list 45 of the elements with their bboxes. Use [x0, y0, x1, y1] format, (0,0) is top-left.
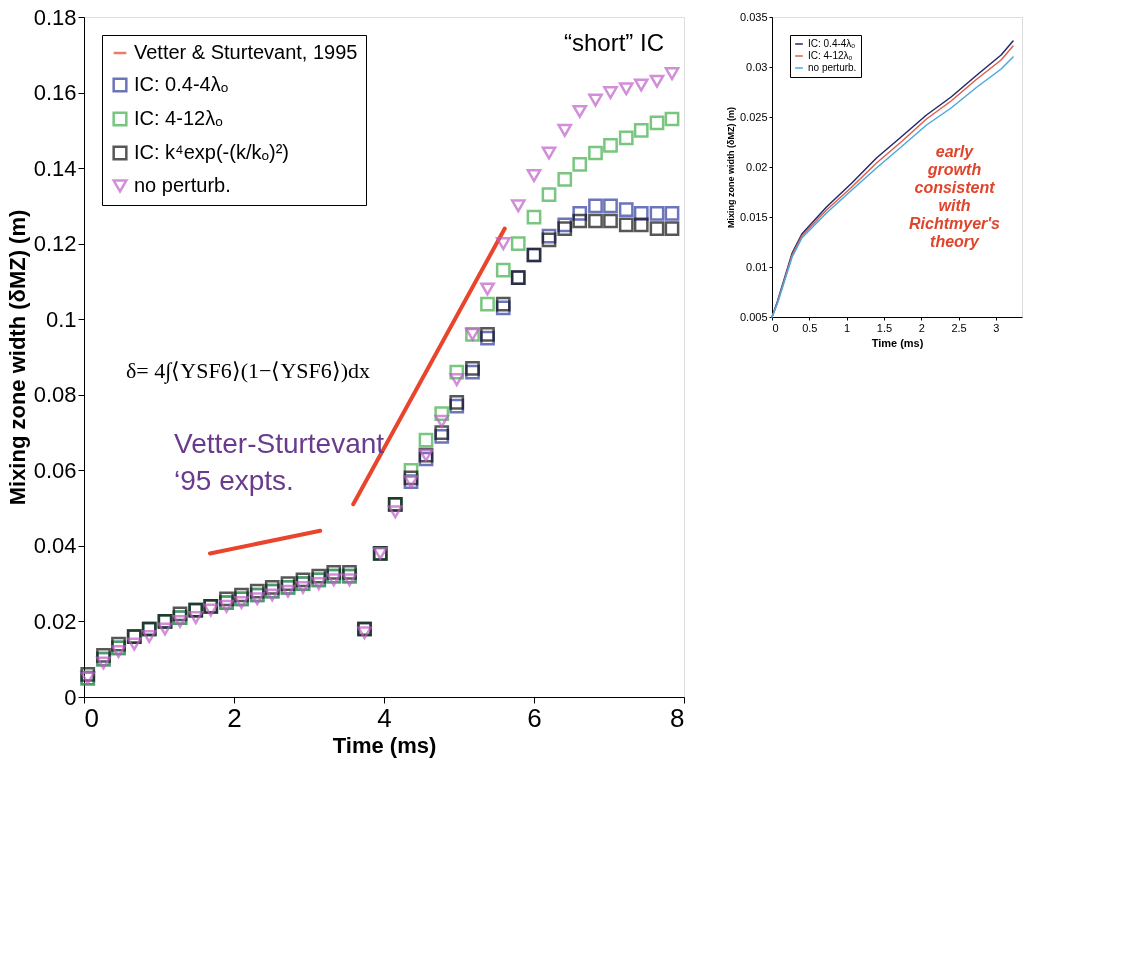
- x-tick-label: 2.5: [951, 321, 967, 334]
- annotation: early growth consistent with Richtmyer's theory: [909, 143, 1001, 250]
- y-tick-label: 0.035: [739, 10, 768, 23]
- legend-label: IC: k⁴exp(-(k/kₒ)²): [134, 141, 290, 163]
- x-axis-title: Time (ms): [332, 732, 437, 758]
- y-tick-label: 0.18: [33, 4, 77, 30]
- y-tick-label: 0.08: [33, 382, 77, 408]
- y-tick-label: 0.06: [33, 457, 77, 483]
- x-tick-label: 1.5: [876, 321, 893, 334]
- y-tick-label: 0.02: [33, 608, 77, 634]
- y-tick-label: 0: [64, 684, 77, 710]
- y-tick-label: 0.005: [739, 310, 768, 323]
- legend-label: no perturb.: [808, 62, 857, 73]
- y-tick-label: 0.025: [739, 110, 768, 123]
- y-axis-title: Mixing zone width (δMZ) (m): [4, 209, 30, 506]
- x-tick-label: 3: [993, 321, 1000, 334]
- x-tick-label: 0: [84, 702, 99, 733]
- y-tick-label: 0.01: [746, 260, 768, 273]
- legend-label: Vetter & Sturtevant, 1995: [134, 41, 358, 63]
- x-tick-label: 4: [377, 702, 392, 733]
- x-axis-title: Time (ms): [871, 336, 924, 349]
- x-tick-label: 6: [527, 702, 542, 733]
- x-tick-label: 2: [918, 321, 925, 334]
- x-tick-label: 1: [844, 321, 851, 334]
- legend-label: no perturb.: [134, 174, 231, 196]
- y-tick-label: 0.03: [746, 60, 768, 73]
- legend-label: IC: 0.4-4λₒ: [134, 73, 229, 95]
- y-tick-label: 0.02: [746, 160, 768, 173]
- y-tick-label: 0.16: [33, 80, 77, 106]
- y-tick-label: 0.1: [45, 306, 77, 332]
- annotation: δ= 4∫⟨YSF6⟩(1−⟨YSF6⟩)dx: [126, 357, 371, 384]
- x-tick-label: 2: [227, 702, 242, 733]
- y-tick-label: 0.12: [33, 231, 77, 257]
- y-tick-label: 0.14: [33, 155, 77, 181]
- legend-label: IC: 0.4-4λₒ: [808, 38, 856, 49]
- annotation: Vetter-Sturtevant ‘95 expts.: [174, 428, 385, 496]
- legend-label: IC: 4-12λₒ: [134, 107, 223, 129]
- x-tick-label: 0: [772, 321, 779, 334]
- annotation: “short” IC: [564, 29, 665, 57]
- y-axis-title: Mixing zone width (δMZ) (m): [725, 107, 736, 228]
- legend-label: IC: 4-12λₒ: [808, 50, 853, 61]
- x-tick-label: 0.5: [802, 321, 818, 334]
- y-tick-label: 0.015: [739, 210, 768, 223]
- x-tick-label: 8: [670, 702, 685, 733]
- y-tick-label: 0.04: [33, 533, 77, 559]
